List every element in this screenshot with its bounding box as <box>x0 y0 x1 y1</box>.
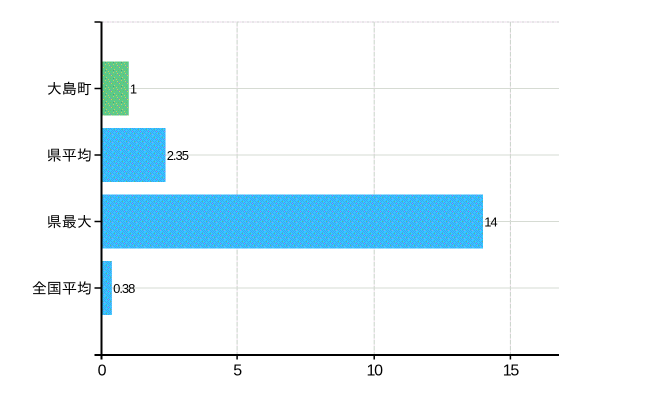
svg-text:14: 14 <box>484 214 497 229</box>
svg-text:2.35: 2.35 <box>167 148 189 163</box>
svg-text:15: 15 <box>503 363 520 380</box>
svg-text:5: 5 <box>233 363 242 380</box>
svg-text:0: 0 <box>98 363 107 380</box>
svg-text:0.38: 0.38 <box>113 281 135 296</box>
svg-text:1: 1 <box>130 81 137 96</box>
svg-text:10: 10 <box>366 363 383 380</box>
